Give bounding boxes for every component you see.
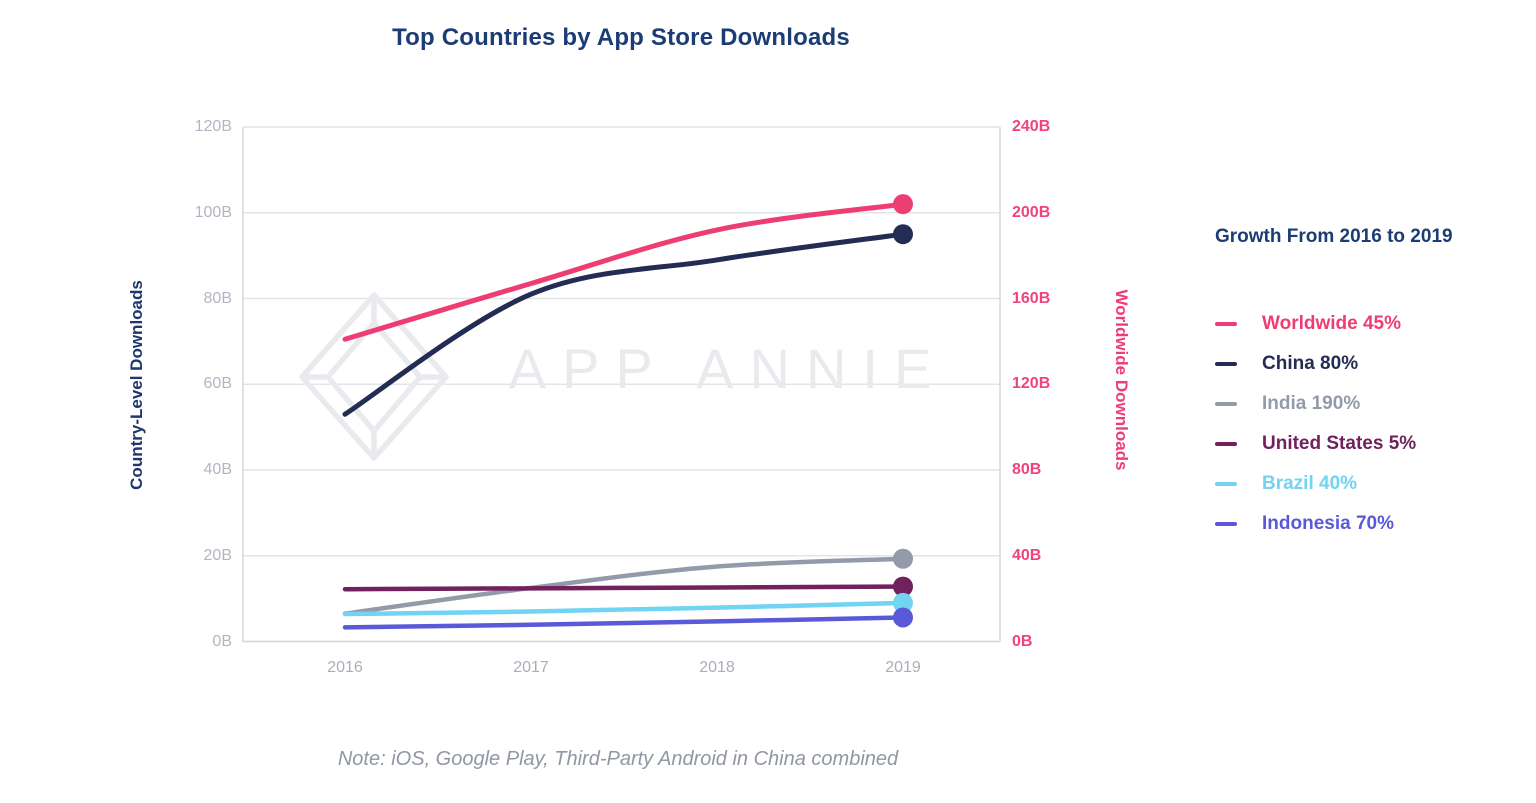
series-line-china — [342, 231, 906, 417]
series-endpoint-china — [893, 224, 913, 245]
legend: Growth From 2016 to 2019 Worldwide 45% Ch… — [1215, 226, 1515, 544]
legend-item-indonesia: Indonesia 70% — [1215, 504, 1515, 544]
legend-item-label: Worldwide 45% — [1262, 313, 1402, 334]
y-left-tick-80B: 80B — [203, 289, 232, 307]
right-axis-title: Worldwide Downloads — [1112, 289, 1131, 471]
chart-title: Top Countries by App Store Downloads — [392, 24, 850, 51]
y-left-tick-120B: 120B — [194, 118, 232, 135]
series-line-worldwide — [342, 201, 906, 342]
legend-items: Worldwide 45% China 80% India 190% United S… — [1215, 304, 1515, 544]
legend-item-brazil: Brazil 40% — [1215, 464, 1515, 504]
legend-item-china: China 80% — [1215, 344, 1515, 384]
y-right-tick-40B: 40B — [1012, 546, 1042, 564]
y-left-tick-60B: 60B — [203, 375, 232, 393]
y-left-tick-100B: 100B — [194, 203, 232, 221]
legend-item-united: United States 5% — [1215, 424, 1515, 464]
legend-item-label: Brazil 40% — [1262, 473, 1358, 494]
legend-item-label: United States 5% — [1262, 433, 1417, 454]
diamond-gem-logo-watermark-icon — [299, 292, 449, 461]
legend-dash-icon — [1215, 362, 1237, 366]
series-line-united-states — [342, 584, 906, 592]
legend-dash-icon — [1215, 402, 1237, 406]
legend-dash-icon — [1215, 322, 1237, 326]
y-right-tick-200B: 200B — [1012, 203, 1051, 221]
legend-item-label: China 80% — [1262, 353, 1359, 374]
y-left-tick-0B: 0B — [212, 632, 232, 650]
series-line-brazil — [342, 600, 906, 617]
app-annie-watermark-text: APP ANNIE — [509, 337, 948, 400]
legend-dash-icon — [1215, 522, 1237, 526]
y-right-tick-160B: 160B — [1012, 289, 1051, 307]
legend-item-worldwide: Worldwide 45% — [1215, 304, 1515, 344]
left-axis-title: Country-Level Downloads — [127, 280, 146, 490]
legend-dash-icon — [1215, 442, 1237, 446]
legend-item-label: Indonesia 70% — [1262, 513, 1394, 534]
plot-border — [242, 127, 1001, 643]
x-tick-2016: 2016 — [327, 659, 363, 676]
x-tick-2017: 2017 — [513, 659, 549, 676]
series-endpoint-brazil — [893, 592, 913, 613]
footnote: Note: iOS, Google Play, Third-Party Andr… — [337, 748, 899, 770]
y-right-tick-240B: 240B — [1012, 118, 1051, 135]
legend-title: Growth From 2016 to 2019 — [1215, 226, 1453, 247]
legend-dash-icon — [1215, 482, 1237, 486]
y-left-tick-40B: 40B — [203, 461, 232, 478]
series-endpoint-united-states — [893, 576, 913, 597]
series-line-indonesia — [342, 615, 906, 630]
series-endpoint-worldwide — [893, 194, 913, 215]
y-right-tick-120B: 120B — [1012, 375, 1051, 393]
legend-item-label: India 190% — [1262, 393, 1361, 414]
y-right-tick-0B: 0B — [1012, 632, 1033, 650]
legend-item-india: India 190% — [1215, 384, 1515, 424]
y-right-tick-80B: 80B — [1012, 461, 1042, 478]
series-endpoint-india — [893, 548, 913, 569]
series-line-india — [342, 556, 906, 616]
series-endpoint-indonesia — [893, 607, 913, 628]
x-tick-2019: 2019 — [885, 659, 921, 676]
x-tick-2018: 2018 — [699, 659, 735, 676]
y-left-tick-20B: 20B — [203, 546, 232, 564]
